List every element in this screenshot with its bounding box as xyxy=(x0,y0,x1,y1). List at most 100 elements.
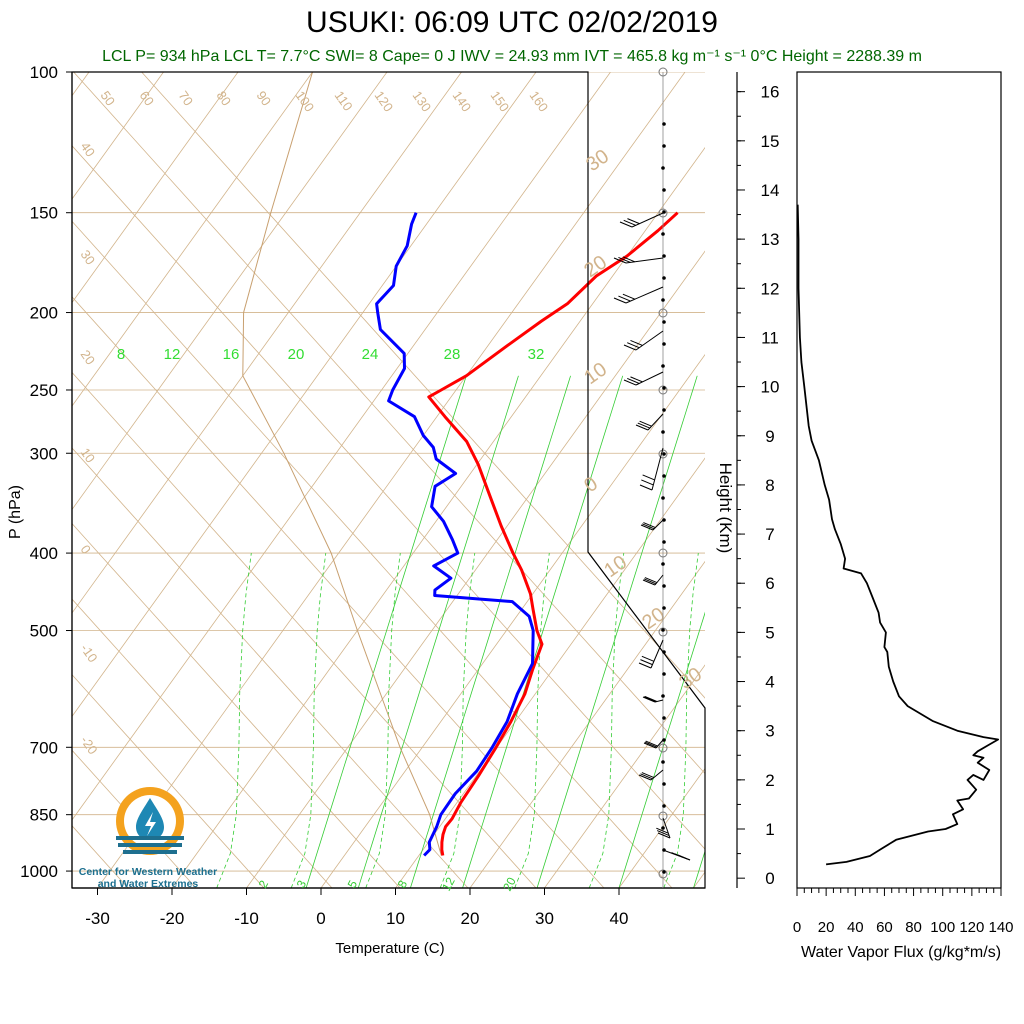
wind-level-dot xyxy=(662,276,666,280)
wind-station-circle xyxy=(658,743,668,753)
pressure-tick-label: 1000 xyxy=(20,862,58,881)
flux-tick-label: 100 xyxy=(930,919,955,936)
wind-level-dot xyxy=(662,672,666,676)
wind-barb-flag xyxy=(618,295,631,302)
isotherm-line xyxy=(246,250,705,888)
isotherm-label: 50 xyxy=(98,88,119,108)
wind-level-dot xyxy=(661,760,665,764)
wind-barb-flag xyxy=(641,655,655,662)
flux-tick-label: 120 xyxy=(959,919,984,936)
wind-level-dot xyxy=(661,826,665,830)
height-tick-label: 0 xyxy=(765,869,774,888)
isotherm-left-label: 20 xyxy=(78,347,99,367)
height-tick-label: 13 xyxy=(761,230,780,249)
wind-barb-flag xyxy=(640,659,653,666)
dry-adiabat-line xyxy=(72,674,265,888)
wind-barb-flag xyxy=(622,293,636,300)
isotherm-line xyxy=(72,72,462,614)
wind-level-dot xyxy=(661,694,665,698)
isotherm-right-label: 30 xyxy=(582,145,613,176)
isotherm-line xyxy=(618,767,705,888)
dry-adiabat-line xyxy=(72,522,401,888)
wind-barb-flag xyxy=(635,424,649,431)
wind-level-dot xyxy=(662,452,666,456)
wind-barb xyxy=(650,769,664,781)
height-tick-label: 9 xyxy=(765,427,774,446)
height-tick-label: 8 xyxy=(765,476,774,495)
wind-barb-flag xyxy=(613,297,627,304)
wind-level-dot xyxy=(661,628,665,632)
moist-adiabat-line xyxy=(365,553,401,888)
wind-barb-flag xyxy=(642,523,655,530)
wind-level-dot xyxy=(661,562,665,566)
wind-barb-flag xyxy=(639,420,652,427)
wind-barb-flag xyxy=(622,256,636,263)
wind-barb-flag xyxy=(656,830,670,837)
wind-barb-flag xyxy=(642,579,656,586)
height-tick-label: 16 xyxy=(761,83,780,102)
wind-station-circle xyxy=(658,627,668,637)
isotherm-line xyxy=(469,560,705,888)
wind-barb-flag xyxy=(627,218,640,225)
height-axis-label: Height (Km) xyxy=(716,463,735,554)
wind-station-circle xyxy=(658,208,668,218)
pressure-tick-label: 700 xyxy=(30,738,58,757)
wind-barb-flag xyxy=(643,742,657,749)
mixing-ratio-line xyxy=(843,376,1003,888)
isotherm-label: 80 xyxy=(214,88,235,108)
flux-tick-label: 140 xyxy=(988,919,1013,936)
wind-barb-flag xyxy=(638,662,652,669)
wind-level-dot xyxy=(662,870,666,874)
temperature-tick-label: -10 xyxy=(234,909,259,928)
isotherm-label: 110 xyxy=(332,88,356,114)
dry-adiabat-line xyxy=(72,749,197,888)
wind-barb xyxy=(662,817,671,839)
moist-adiabat-line xyxy=(439,553,476,888)
wind-level-dot xyxy=(662,210,666,214)
isotherm-left-label: 0 xyxy=(78,542,94,557)
wind-barb-flag xyxy=(627,342,640,349)
wind-barb xyxy=(647,413,664,431)
wind-barb-flag xyxy=(640,773,653,780)
mixing-ratio-line xyxy=(357,375,519,888)
dry-adiabat-line xyxy=(0,72,60,888)
isotherm-line xyxy=(171,147,705,888)
wind-barb xyxy=(635,371,664,386)
mixing-ratio-lower-label: 12 xyxy=(439,875,458,894)
mixing-ratio-label: 24 xyxy=(362,346,379,363)
mixing-ratio-line xyxy=(618,611,705,888)
isotherm-line xyxy=(0,72,15,888)
wind-station-circle xyxy=(658,67,668,77)
pressure-tick-label: 150 xyxy=(30,204,58,223)
isotherm-label: 130 xyxy=(410,88,435,114)
pressure-tick-label: 100 xyxy=(30,63,58,82)
chart-subtitle: LCL P= 934 hPa LCL T= 7.7°C SWI= 8 Cape=… xyxy=(102,48,922,65)
mixing-ratio-label: 28 xyxy=(444,346,461,363)
height-tick-label: 15 xyxy=(761,132,780,151)
height-tick-label: 1 xyxy=(765,820,774,839)
wind-barb-flag xyxy=(641,479,654,486)
wind-barb-flag xyxy=(627,377,640,384)
isotherm-right-label: 10 xyxy=(600,551,631,582)
height-tick-label: 11 xyxy=(761,328,779,347)
wind-level-dot xyxy=(661,364,665,368)
mixing-ratio-label: 16 xyxy=(223,346,240,363)
isotherm-label: 70 xyxy=(176,88,197,108)
wind-level-dot xyxy=(662,650,666,654)
temperature-tick-label: 10 xyxy=(386,909,405,928)
wind-level-dot xyxy=(662,320,666,324)
wind-station-circle xyxy=(658,548,668,558)
x-axis-label: Temperature (C) xyxy=(335,940,444,957)
height-tick-label: 5 xyxy=(765,623,774,642)
wind-level-dot xyxy=(662,254,666,258)
wind-barb-flag xyxy=(671,852,684,859)
pressure-tick-label: 500 xyxy=(30,622,58,641)
height-tick-label: 3 xyxy=(765,722,774,741)
temperature-tick-label: 30 xyxy=(535,909,554,928)
wind-level-dot xyxy=(661,166,665,170)
isotherm-line xyxy=(72,72,313,407)
isotherm-left-label: 30 xyxy=(78,247,99,267)
wind-barb xyxy=(650,639,664,669)
height-tick-label: 12 xyxy=(761,279,780,298)
